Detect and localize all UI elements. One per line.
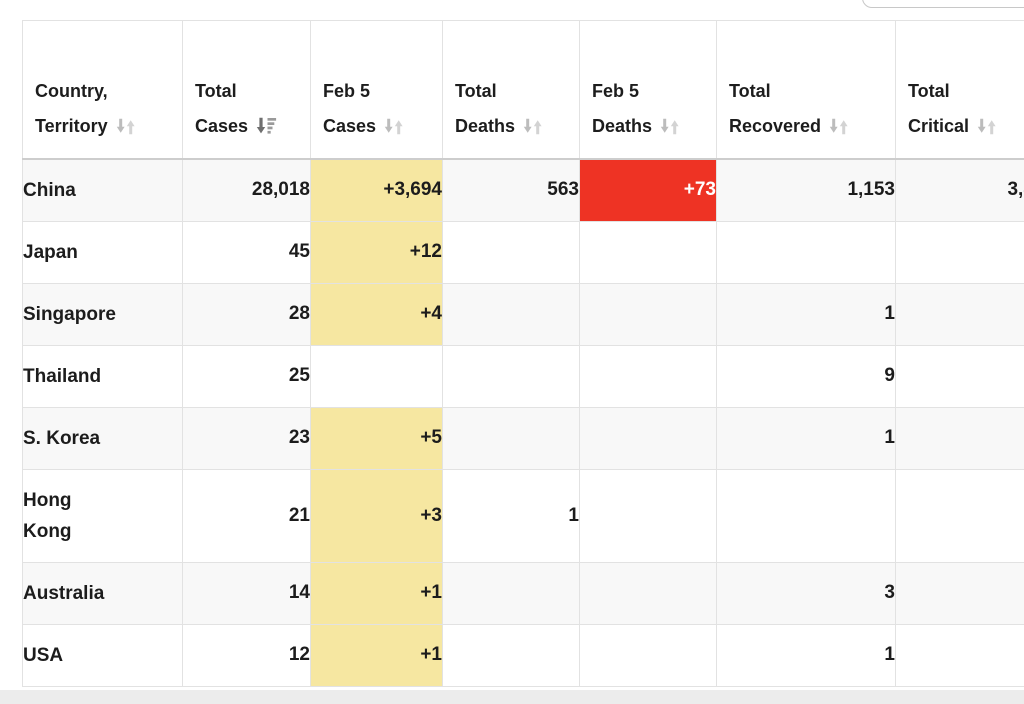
cell-total-recovered: 3	[716, 561, 896, 625]
column-header-label: Total	[729, 80, 771, 101]
column-header-label: Country,	[35, 80, 108, 101]
column-header-feb5-deaths[interactable]: Feb 5 Deaths	[579, 20, 717, 160]
table-row-thailand: Thailand 25 9 1	[22, 344, 1024, 408]
cell-total-critical	[895, 468, 1024, 563]
cell-total-recovered: 9	[716, 344, 896, 408]
column-header-total-critical[interactable]: Total Critical	[895, 20, 1024, 160]
cell-new-cases: +3	[310, 468, 443, 563]
search-input[interactable]	[862, 0, 1024, 8]
page-background-strip	[0, 690, 1024, 704]
cell-total-cases: 21	[182, 468, 311, 563]
cell-new-cases: +1	[310, 623, 443, 687]
sort-icon[interactable]	[523, 118, 543, 135]
cell-country: Hong Kong	[22, 468, 183, 563]
cell-country: Australia	[22, 561, 183, 625]
cell-country: S. Korea	[22, 406, 183, 470]
cell-total-deaths	[442, 623, 580, 687]
cell-total-deaths	[442, 344, 580, 408]
cell-total-deaths	[442, 282, 580, 346]
cell-new-cases: +5	[310, 406, 443, 470]
sort-icon[interactable]	[829, 118, 849, 135]
cell-new-deaths	[579, 406, 717, 470]
cell-total-recovered	[716, 220, 896, 284]
cell-country: Singapore	[22, 282, 183, 346]
cell-total-recovered: 1	[716, 406, 896, 470]
cell-new-cases: +1	[310, 561, 443, 625]
table-row-japan: Japan 45 +12	[22, 220, 1024, 284]
cell-total-cases: 14	[182, 561, 311, 625]
cell-new-cases: +4	[310, 282, 443, 346]
cases-table: Country, Territory Total Cases	[22, 20, 1024, 687]
sort-icon[interactable]	[116, 118, 136, 135]
column-header-label: Territory	[35, 115, 108, 136]
cell-new-cases: +3,694	[310, 158, 443, 222]
cell-total-critical	[895, 220, 1024, 284]
column-header-label: Total	[195, 80, 237, 101]
cell-total-cases: 28,018	[182, 158, 311, 222]
column-header-label: Cases	[323, 115, 377, 136]
cell-new-deaths	[579, 561, 717, 625]
cell-new-cases	[310, 344, 443, 408]
cell-new-deaths	[579, 468, 717, 563]
cell-new-deaths	[579, 282, 717, 346]
table-row-china: China 28,018 +3,694 563 +73 1,153 3,859	[22, 158, 1024, 222]
cell-total-recovered: 1,153	[716, 158, 896, 222]
cases-table-wrap: Country, Territory Total Cases	[22, 20, 1024, 690]
cell-total-cases: 28	[182, 282, 311, 346]
table-row-usa: USA 12 +1 1	[22, 623, 1024, 687]
sort-icon[interactable]	[384, 118, 404, 135]
cell-total-critical: 3,859	[895, 158, 1024, 222]
cell-country: China	[22, 158, 183, 222]
cell-total-deaths	[442, 561, 580, 625]
cell-new-cases: +12	[310, 220, 443, 284]
cell-total-deaths: 563	[442, 158, 580, 222]
column-header-total-recovered[interactable]: Total Recovered	[716, 20, 896, 160]
column-header-label: Total	[455, 80, 497, 101]
table-row-singapore: Singapore 28 +4 1	[22, 282, 1024, 346]
cell-country: Japan	[22, 220, 183, 284]
column-header-country-territory[interactable]: Country, Territory	[22, 20, 183, 160]
cell-total-critical	[895, 561, 1024, 625]
sort-descending-icon[interactable]	[256, 117, 277, 135]
cell-total-critical: 1	[895, 344, 1024, 408]
column-header-label: Cases	[195, 115, 249, 136]
cell-total-cases: 45	[182, 220, 311, 284]
column-header-total-cases[interactable]: Total Cases	[182, 20, 311, 160]
cell-country: Thailand	[22, 344, 183, 408]
cell-total-critical	[895, 282, 1024, 346]
cell-total-recovered: 1	[716, 623, 896, 687]
cell-total-recovered: 1	[716, 282, 896, 346]
table-row-australia: Australia 14 +1 3	[22, 561, 1024, 625]
cell-country: USA	[22, 623, 183, 687]
cell-total-cases: 12	[182, 623, 311, 687]
cell-total-deaths	[442, 220, 580, 284]
table-row-hong-kong: Hong Kong 21 +3 1	[22, 468, 1024, 563]
cell-total-cases: 25	[182, 344, 311, 408]
column-header-label: Feb 5	[592, 80, 640, 101]
column-header-label: Critical	[908, 115, 970, 136]
sort-icon[interactable]	[977, 118, 997, 135]
cell-total-critical	[895, 623, 1024, 687]
cell-new-deaths	[579, 344, 717, 408]
cell-total-cases: 23	[182, 406, 311, 470]
column-header-label: Deaths	[592, 115, 653, 136]
cell-total-recovered	[716, 468, 896, 563]
cell-total-critical	[895, 406, 1024, 470]
column-header-feb5-cases[interactable]: Feb 5 Cases	[310, 20, 443, 160]
cell-new-deaths: +73	[579, 158, 717, 222]
cell-new-deaths	[579, 623, 717, 687]
column-header-label: Deaths	[455, 115, 516, 136]
table-row-s-korea: S. Korea 23 +5 1	[22, 406, 1024, 470]
sort-icon[interactable]	[660, 118, 680, 135]
cell-new-deaths	[579, 220, 717, 284]
cell-total-deaths: 1	[442, 468, 580, 563]
column-header-total-deaths[interactable]: Total Deaths	[442, 20, 580, 160]
cell-total-deaths	[442, 406, 580, 470]
column-header-label: Recovered	[729, 115, 822, 136]
column-header-label: Feb 5	[323, 80, 371, 101]
column-header-label: Total	[908, 80, 950, 101]
header-row: Country, Territory Total Cases	[22, 20, 1024, 160]
